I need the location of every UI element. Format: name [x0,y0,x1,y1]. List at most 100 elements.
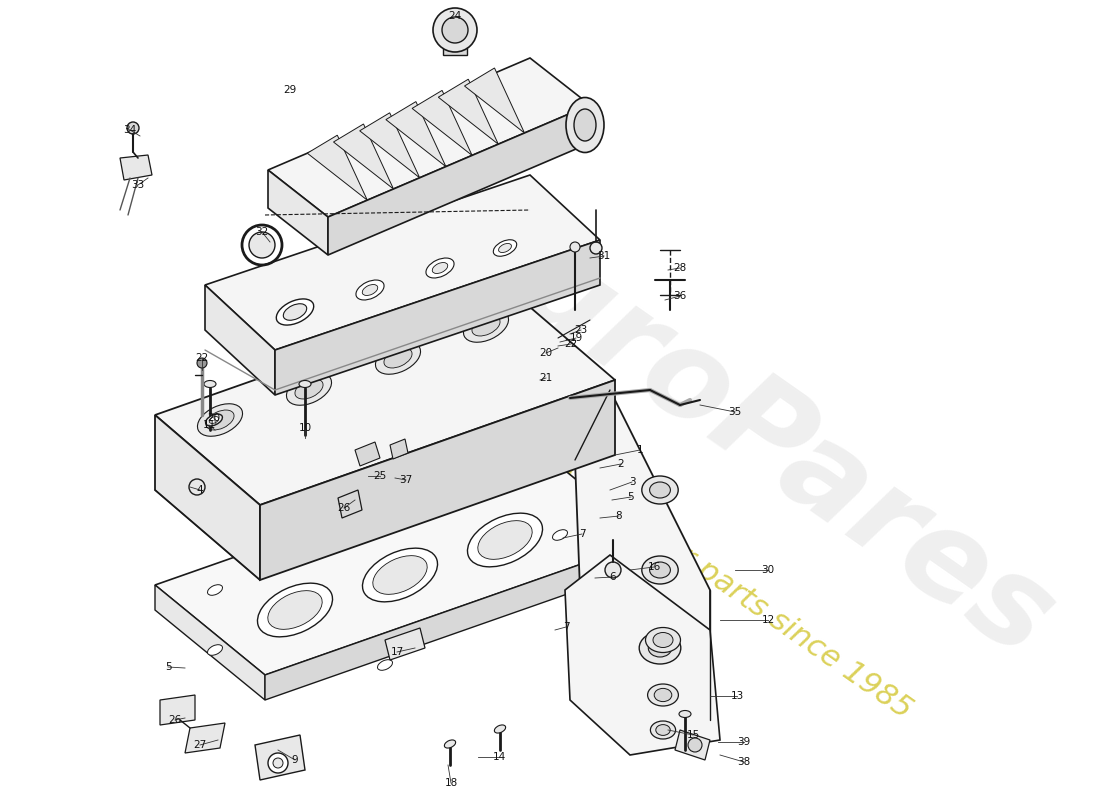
Ellipse shape [444,740,455,748]
Ellipse shape [204,381,216,387]
Text: 12: 12 [761,615,774,625]
Text: 22: 22 [196,353,209,363]
Text: 13: 13 [730,691,744,701]
Text: 37: 37 [399,475,412,485]
Polygon shape [360,113,420,178]
Text: 35: 35 [728,407,741,417]
Polygon shape [275,240,600,395]
Circle shape [249,232,275,258]
Ellipse shape [267,590,322,630]
Circle shape [605,562,621,578]
Text: 11: 11 [202,420,216,430]
Polygon shape [160,695,195,725]
Ellipse shape [574,109,596,141]
Text: 1: 1 [637,445,644,455]
Ellipse shape [206,410,234,430]
Circle shape [268,753,288,773]
Text: 14: 14 [493,752,506,762]
Text: 23: 23 [574,325,587,335]
Text: 18: 18 [444,778,458,788]
Text: 17: 17 [390,647,404,657]
Text: 19: 19 [570,333,583,343]
Circle shape [197,358,207,368]
Text: 31: 31 [597,251,611,261]
Ellipse shape [209,417,219,423]
Circle shape [189,479,205,495]
Polygon shape [265,540,650,700]
Ellipse shape [363,548,438,602]
Text: 20: 20 [539,348,552,358]
Polygon shape [575,390,710,720]
Text: 25: 25 [373,471,386,481]
Polygon shape [565,555,720,755]
Text: euroPares: euroPares [425,177,1076,683]
Text: 2: 2 [618,459,625,469]
Text: 33: 33 [131,180,144,190]
Ellipse shape [648,639,672,657]
Text: 5: 5 [628,492,635,502]
Ellipse shape [654,688,672,702]
Ellipse shape [477,521,532,559]
Ellipse shape [650,562,670,578]
Ellipse shape [206,414,222,426]
Ellipse shape [375,342,420,374]
Text: 38: 38 [737,757,750,767]
Polygon shape [338,490,362,518]
Ellipse shape [384,348,412,368]
Polygon shape [390,439,408,459]
Ellipse shape [566,98,604,153]
Ellipse shape [648,684,679,706]
Ellipse shape [286,373,331,406]
Polygon shape [155,290,615,505]
Ellipse shape [472,316,500,336]
Ellipse shape [650,482,670,498]
Polygon shape [438,79,498,144]
Ellipse shape [276,299,314,325]
Polygon shape [412,90,472,155]
Ellipse shape [679,710,691,718]
Polygon shape [260,380,615,580]
Ellipse shape [299,381,311,387]
Circle shape [570,242,580,252]
Ellipse shape [498,243,512,253]
Text: 39: 39 [737,737,750,747]
Text: 3: 3 [629,477,636,487]
Text: 32: 32 [255,227,268,237]
Polygon shape [675,730,710,760]
Ellipse shape [257,583,332,637]
Circle shape [442,17,468,43]
Text: 34: 34 [123,125,136,135]
Ellipse shape [646,627,681,653]
Ellipse shape [468,513,542,567]
Circle shape [590,242,602,254]
Text: 26: 26 [168,715,182,725]
Circle shape [688,738,702,752]
Ellipse shape [373,556,427,594]
Text: 5: 5 [165,662,172,672]
Ellipse shape [426,258,454,278]
Ellipse shape [432,262,448,274]
Ellipse shape [493,240,517,256]
Ellipse shape [641,556,679,584]
Ellipse shape [208,645,222,655]
Ellipse shape [552,530,568,540]
Text: 29: 29 [284,85,297,95]
Ellipse shape [494,725,506,733]
Polygon shape [268,170,328,255]
Text: 36: 36 [673,291,686,301]
Polygon shape [205,285,275,395]
Polygon shape [385,628,425,660]
Ellipse shape [198,404,242,436]
Text: 10: 10 [298,423,311,433]
Polygon shape [307,135,367,200]
Text: 28: 28 [673,263,686,273]
Polygon shape [464,68,525,133]
Polygon shape [205,175,600,350]
Text: 21: 21 [539,373,552,383]
Text: 16: 16 [648,562,661,572]
Ellipse shape [552,462,568,472]
Text: 9: 9 [292,755,298,765]
Ellipse shape [463,310,508,342]
Text: 30: 30 [761,565,774,575]
Polygon shape [333,124,394,189]
